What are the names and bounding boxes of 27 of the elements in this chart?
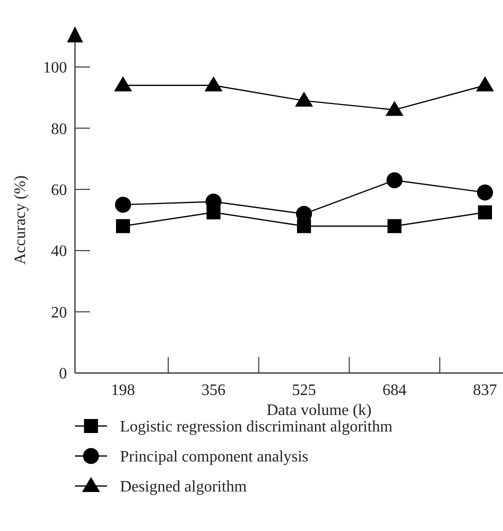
y-tick-label: 60 bbox=[51, 182, 67, 199]
y-tick-label: 100 bbox=[43, 60, 67, 77]
legend-label: Designed algorithm bbox=[120, 478, 248, 496]
point bbox=[478, 205, 492, 220]
legend-label: Logistic regression discriminant algorithm bbox=[120, 418, 393, 436]
point bbox=[388, 219, 402, 234]
point bbox=[477, 184, 493, 200]
y-tick-label: 80 bbox=[51, 120, 67, 138]
legend-label: Principal component analysis bbox=[120, 448, 308, 466]
point bbox=[386, 172, 402, 188]
y-tick-label: 40 bbox=[51, 243, 67, 260]
y-tick-label: 20 bbox=[51, 304, 67, 322]
x-tick-label: 525 bbox=[292, 382, 316, 399]
x-tick-label: 356 bbox=[202, 382, 226, 399]
point bbox=[295, 92, 313, 107]
x-tick-label: 684 bbox=[382, 382, 406, 399]
point bbox=[116, 219, 130, 234]
y-tick-label: 0 bbox=[59, 366, 67, 383]
point bbox=[115, 196, 131, 213]
x-tick-label: 837 bbox=[473, 382, 497, 399]
point bbox=[476, 76, 494, 92]
x-axis-title: Data volume (k) bbox=[266, 402, 372, 419]
point bbox=[114, 76, 132, 92]
point bbox=[386, 100, 404, 116]
x-tick-label: 198 bbox=[111, 382, 135, 399]
y-axis-title: Accuracy (%) bbox=[12, 175, 29, 265]
point bbox=[204, 76, 222, 92]
